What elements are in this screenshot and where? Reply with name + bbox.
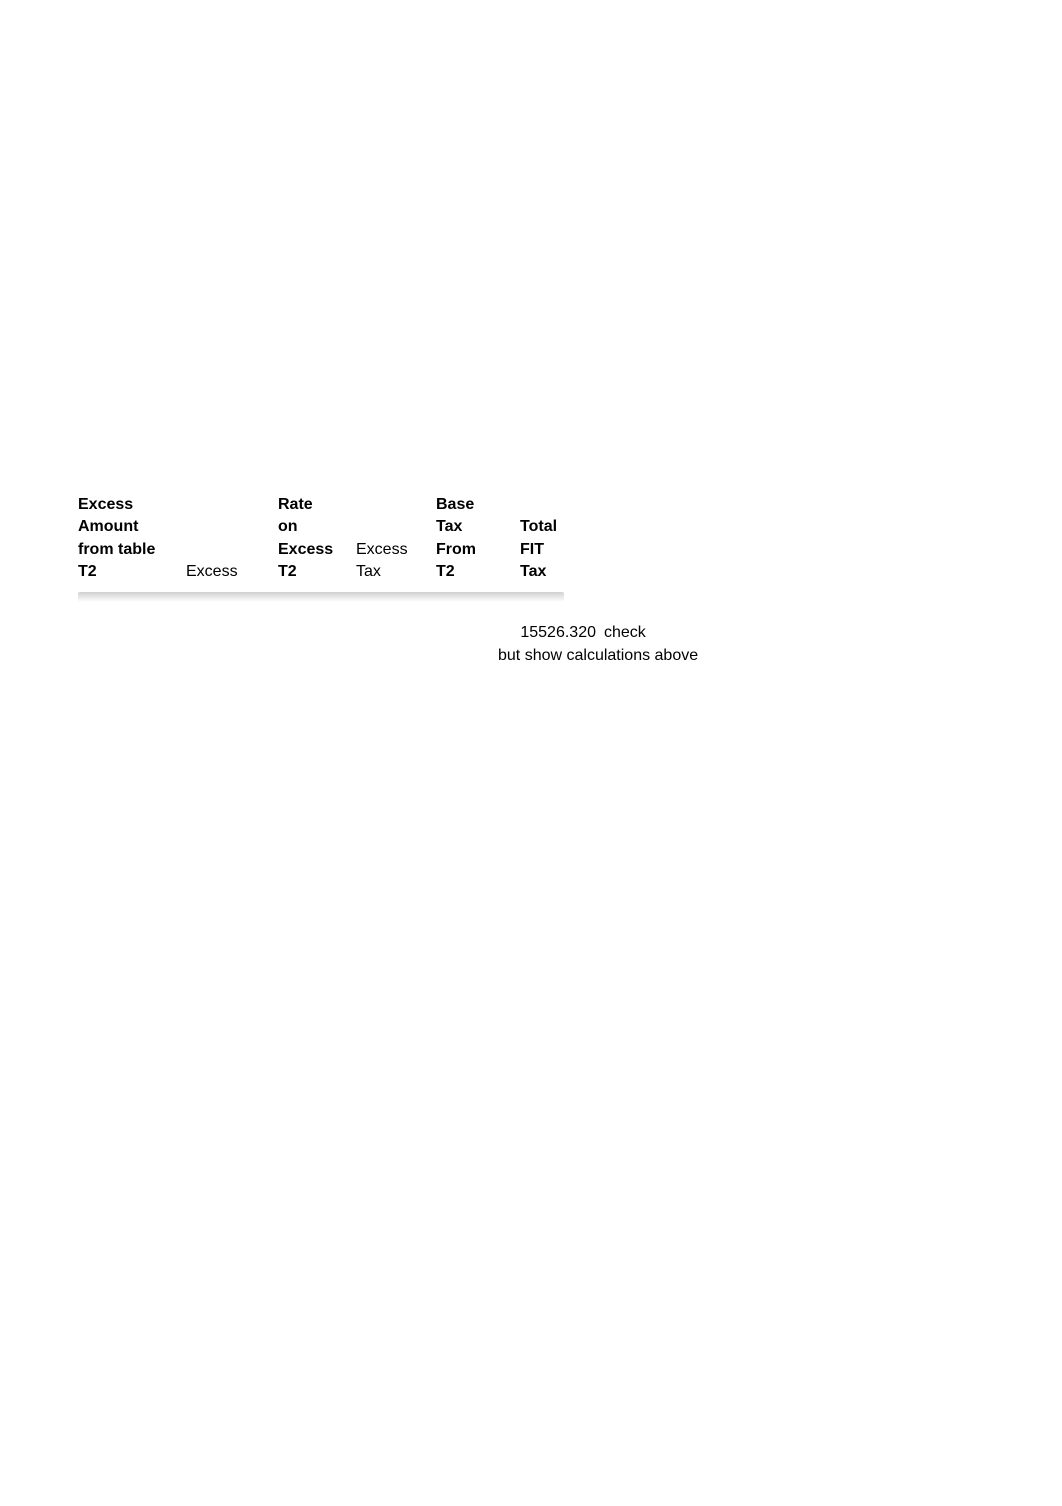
header-line: Total [520, 516, 590, 538]
header-line: FIT [520, 539, 590, 561]
column-header-excess-amount: Excess Amount from table T2 [78, 494, 186, 584]
header-line: From [436, 539, 512, 561]
header-line: T2 [278, 561, 348, 583]
header-line: Tax [436, 516, 512, 538]
tax-table-header: Excess Amount from table T2 Excess Rate … [78, 494, 598, 584]
column-header-total-fit: Total FIT Tax [520, 494, 598, 584]
header-line [356, 516, 428, 538]
check-label: check [604, 624, 646, 642]
header-line: Base [436, 494, 512, 516]
header-line: Tax [356, 561, 428, 583]
note-text: but show calculations above [498, 647, 698, 665]
header-line: Excess [78, 494, 178, 516]
header-line: Excess [278, 539, 348, 561]
column-header-rate: Rate on Excess T2 [278, 494, 356, 584]
column-header-base-tax: Base Tax From T2 [436, 494, 520, 584]
header-line: from table [78, 539, 178, 561]
header-line: on [278, 516, 348, 538]
check-value: 15526.320 [492, 624, 596, 642]
table-header-row: Excess Amount from table T2 Excess Rate … [78, 494, 598, 584]
header-line: T2 [78, 561, 178, 583]
table-divider [78, 592, 564, 602]
header-line: Amount [78, 516, 178, 538]
header-line [520, 494, 590, 516]
header-line: Excess [186, 561, 270, 583]
header-line: Excess [356, 539, 428, 561]
header-line: Tax [520, 561, 590, 583]
header-line: T2 [436, 561, 512, 583]
header-line [186, 539, 270, 561]
header-line [356, 494, 428, 516]
column-header-excess-tax: Excess Tax [356, 494, 436, 584]
header-line: Rate [278, 494, 348, 516]
header-line [186, 494, 270, 516]
header-line [186, 516, 270, 538]
column-header-excess: Excess [186, 494, 278, 584]
